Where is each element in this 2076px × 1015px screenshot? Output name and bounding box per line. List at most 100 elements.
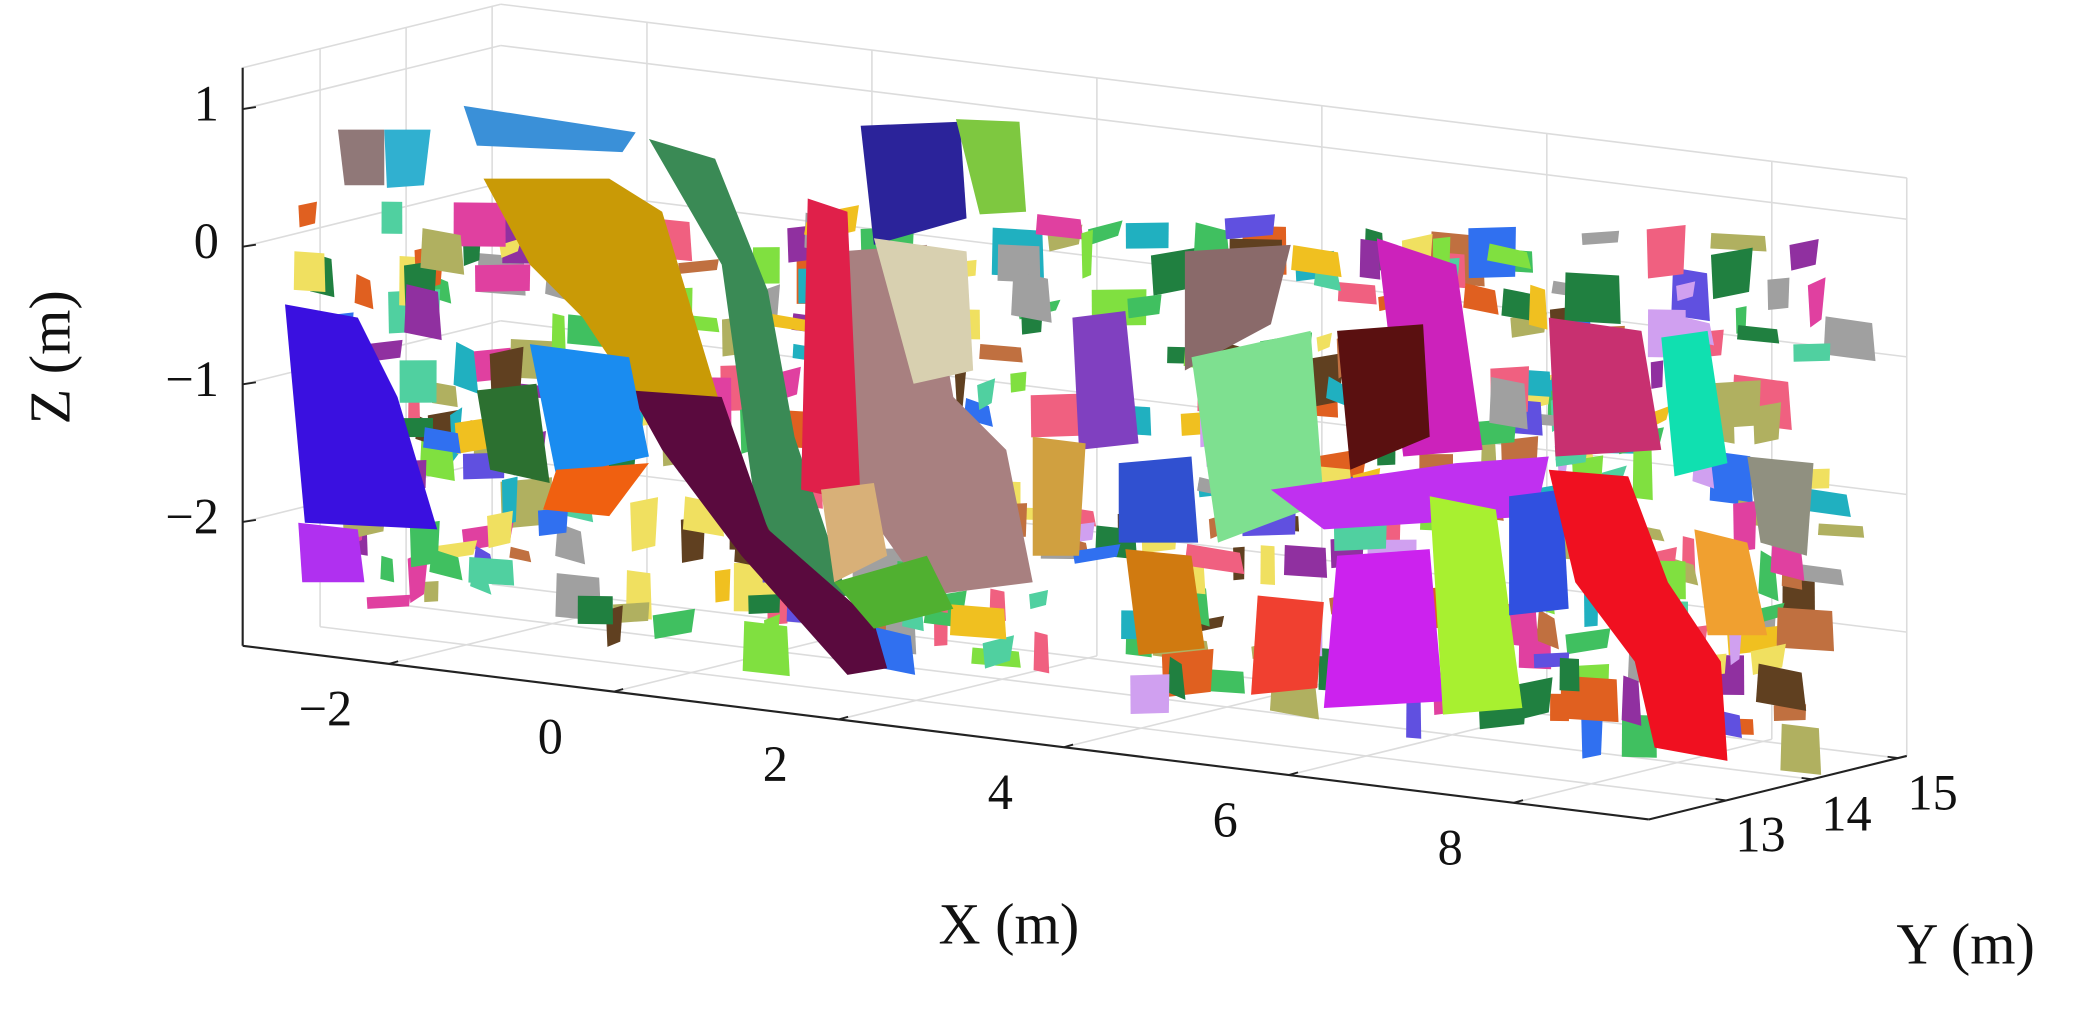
x-tick-label: 8 [1438, 820, 1463, 876]
y-tick [1715, 798, 1727, 802]
segment [1632, 447, 1653, 501]
segment [950, 604, 1007, 640]
y-tick [1801, 777, 1813, 781]
segment [1710, 247, 1753, 300]
x-axis-line [242, 644, 1649, 821]
segment [298, 522, 365, 583]
segment [1581, 230, 1620, 246]
segment [1072, 544, 1121, 564]
grid-line [319, 625, 1727, 802]
segment [337, 129, 385, 186]
segment [1767, 277, 1790, 311]
x-tick [613, 688, 624, 693]
segment [1359, 238, 1381, 280]
segment [1029, 590, 1049, 610]
segment [1184, 543, 1245, 575]
box-edge [242, 3, 501, 69]
segment [1646, 225, 1686, 279]
segment [1776, 607, 1835, 652]
segment [1337, 324, 1430, 470]
z-tick [242, 519, 257, 523]
segment [834, 555, 954, 629]
segment [399, 360, 437, 403]
segment [555, 523, 586, 565]
segment [1823, 316, 1876, 362]
segment [1010, 371, 1027, 393]
segment [955, 119, 1027, 215]
x-tick-label: 2 [763, 736, 788, 792]
segment [982, 635, 1015, 669]
segment [424, 581, 439, 603]
y-tick [1887, 755, 1899, 759]
segment [1030, 393, 1085, 438]
grid-line [242, 182, 501, 248]
segment [1326, 376, 1348, 407]
x-tick-label: 6 [1213, 792, 1238, 848]
box-edge [500, 3, 1907, 179]
segment [1755, 663, 1807, 711]
segment [1780, 723, 1822, 775]
z-tick-label: −1 [165, 351, 218, 407]
segment [1489, 377, 1528, 430]
y-tick-label: 14 [1821, 785, 1871, 841]
segment [1516, 677, 1553, 720]
segment [1125, 222, 1169, 249]
segment [840, 244, 1033, 596]
segment [453, 202, 506, 247]
z-tick [242, 243, 257, 248]
segment [1323, 549, 1443, 708]
segment [404, 284, 442, 341]
z-axis-label: Z (m) [17, 290, 82, 424]
segment [293, 251, 326, 293]
z-tick-label: 1 [194, 76, 219, 132]
segment [1621, 714, 1657, 758]
segment [409, 520, 440, 568]
segment [1260, 545, 1276, 586]
z-tick-label: −2 [165, 488, 218, 544]
segment [1406, 699, 1422, 739]
segment [1035, 214, 1084, 240]
segment [1167, 656, 1186, 700]
segment [423, 427, 461, 454]
segment [1429, 496, 1523, 715]
segment [1087, 220, 1123, 245]
segment [1251, 595, 1324, 695]
grid-line [838, 655, 1098, 721]
segment [1224, 214, 1276, 240]
segment [529, 344, 649, 477]
segment [1127, 294, 1162, 319]
segment [820, 483, 888, 583]
segment [630, 497, 659, 552]
segment [476, 383, 550, 484]
y-tick-label: 15 [1907, 764, 1957, 820]
x-tick-label: −2 [299, 681, 352, 737]
segment [1125, 549, 1205, 656]
x-tick-label: 0 [538, 708, 563, 764]
segment [997, 244, 1041, 283]
segment [860, 121, 967, 245]
segment [1032, 436, 1086, 556]
grid-line [500, 44, 1907, 220]
segment [748, 594, 781, 615]
y-axis-line [1648, 754, 1908, 821]
segment [487, 510, 513, 549]
segment [1528, 284, 1548, 330]
segment [1747, 456, 1814, 556]
segment [470, 570, 492, 595]
segment [629, 390, 888, 675]
segment [1548, 317, 1662, 457]
segment [366, 594, 411, 609]
segment [873, 238, 974, 384]
segment [1733, 501, 1757, 552]
z-tick-label: 0 [194, 213, 219, 269]
segment [475, 264, 531, 292]
segment [1011, 271, 1052, 323]
grid-line [242, 44, 501, 110]
segment [380, 555, 395, 583]
segment [1316, 332, 1332, 352]
segment [1509, 489, 1569, 616]
segment [652, 608, 696, 639]
segment [431, 382, 458, 408]
segment [1807, 277, 1826, 328]
